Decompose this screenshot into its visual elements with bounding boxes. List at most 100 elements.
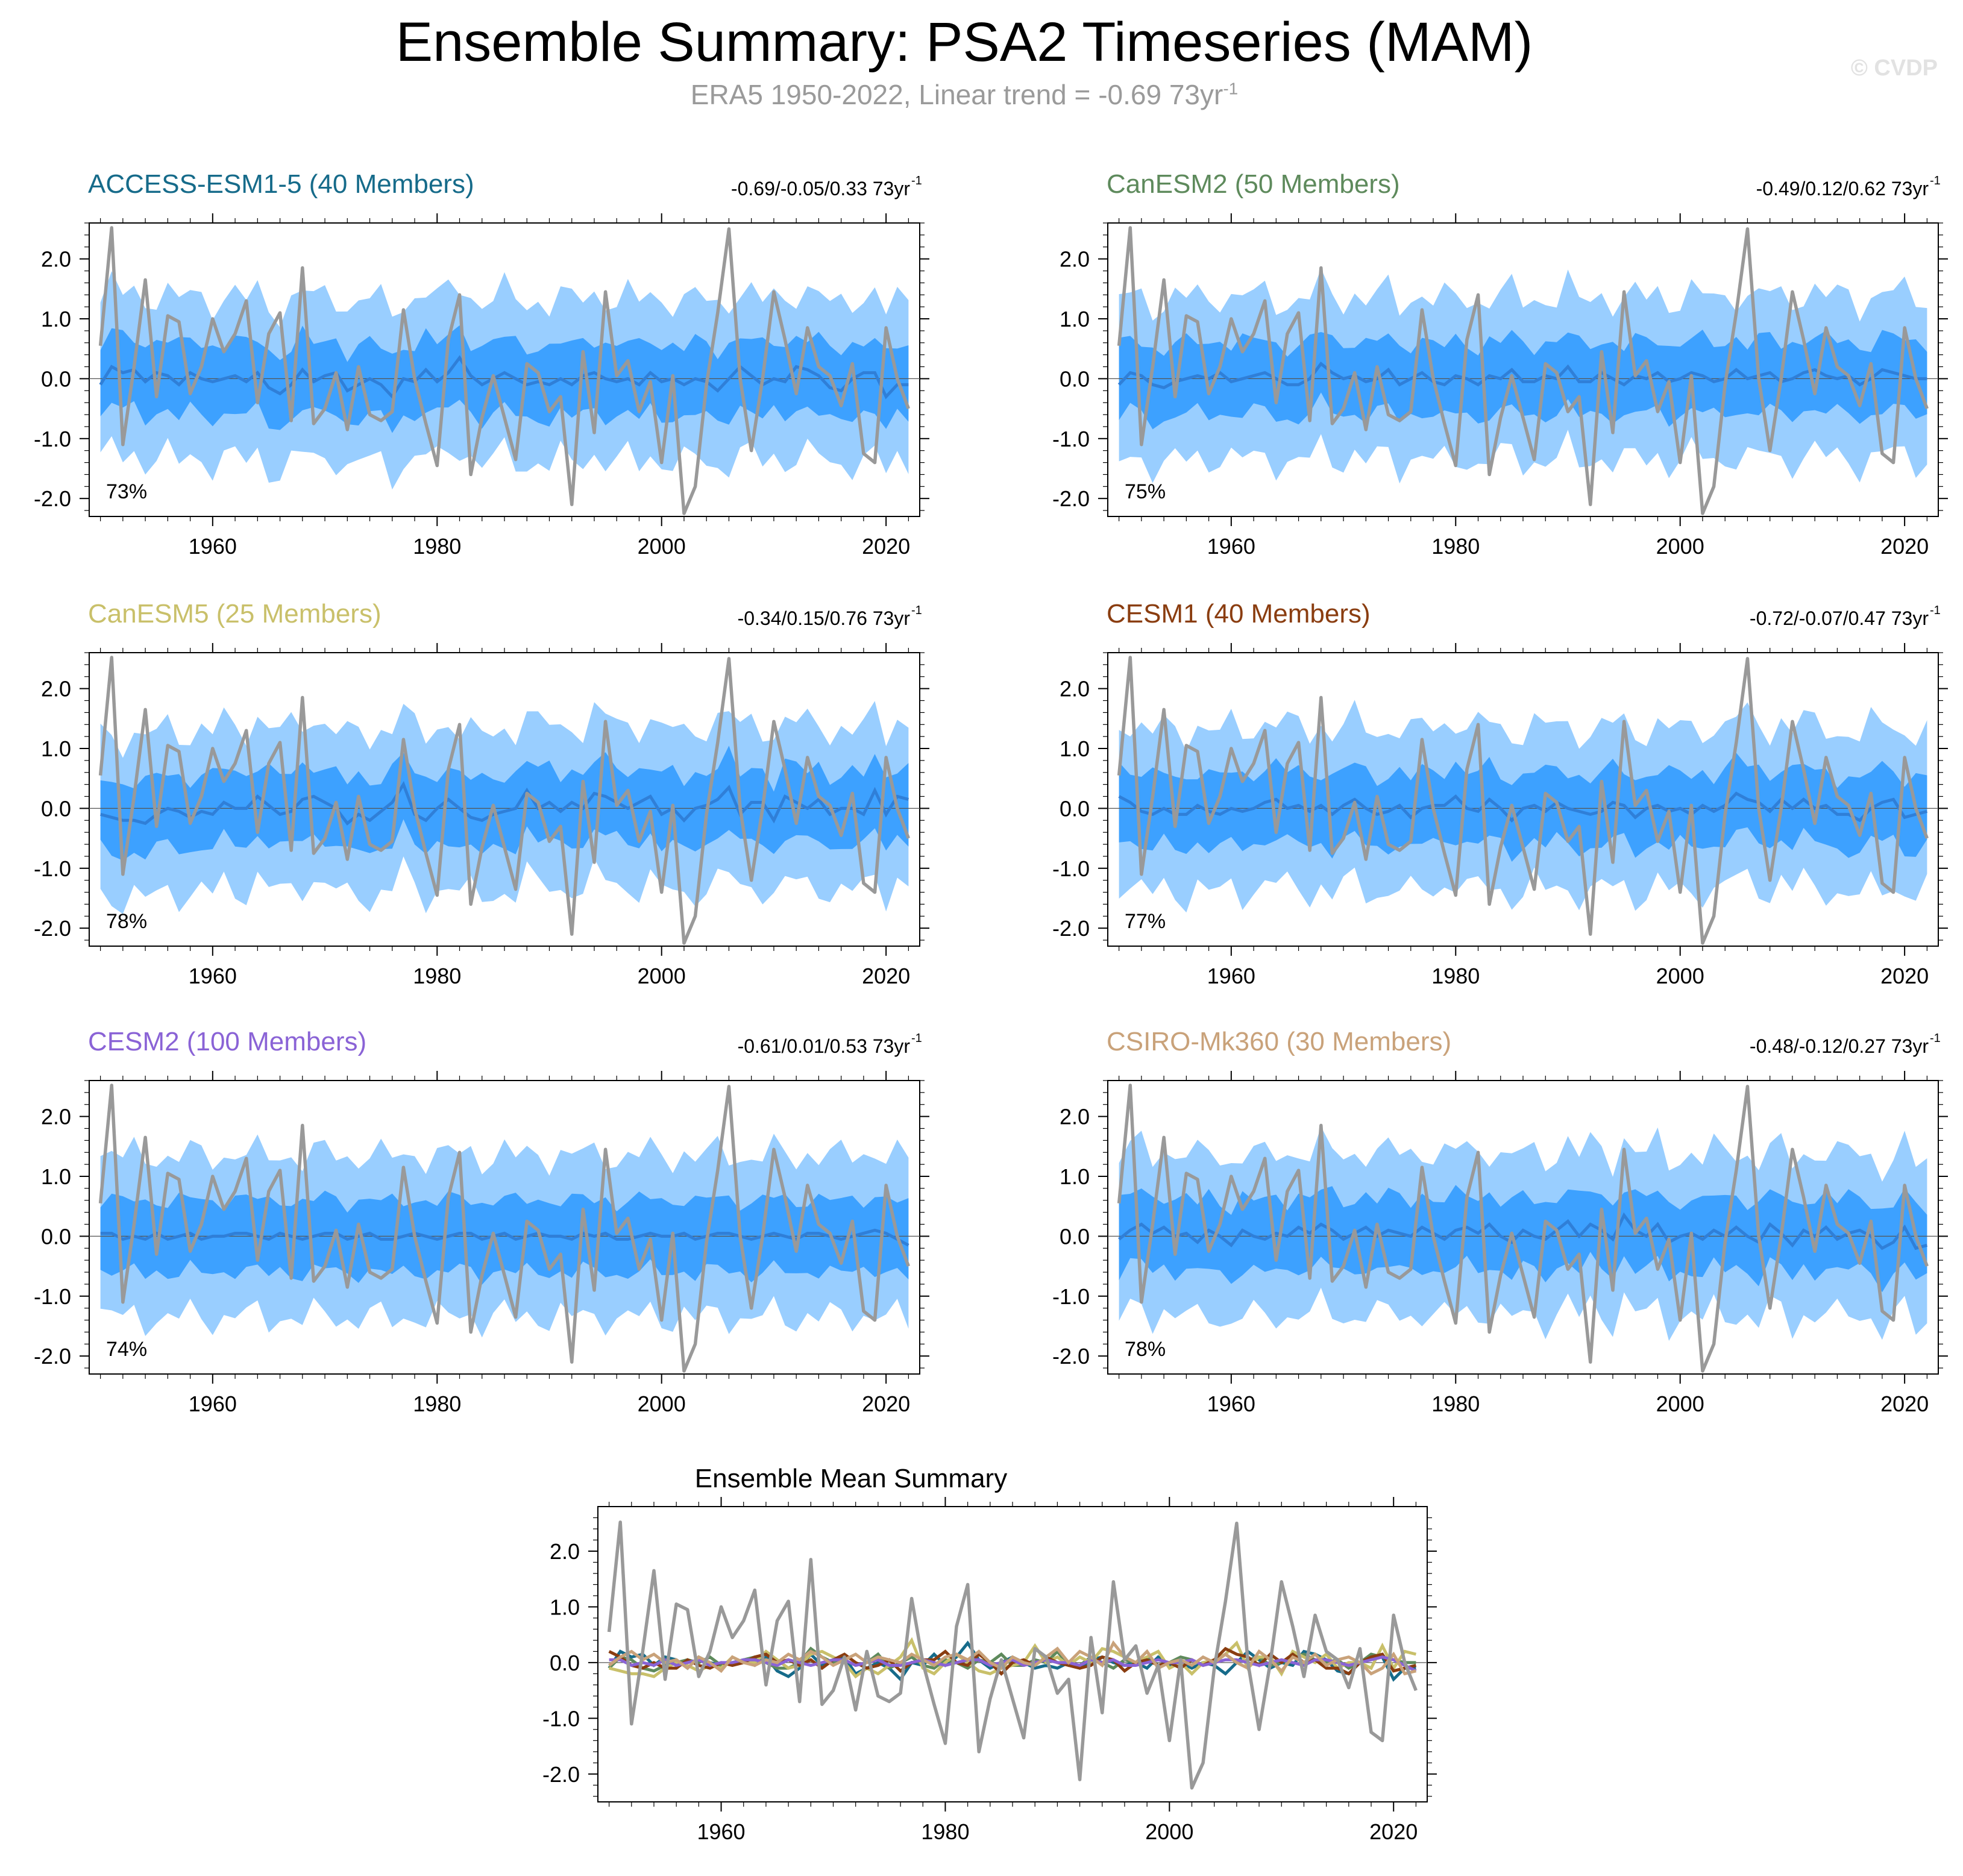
x-tick-label: 1960: [1207, 1391, 1255, 1416]
x-tick-label: 2020: [862, 964, 910, 988]
y-tick-label: 0.0: [550, 1651, 580, 1675]
trend-range-sup: -1: [1930, 174, 1941, 187]
y-tick-label: -1.0: [1052, 427, 1090, 451]
x-tick-label: 2020: [1880, 534, 1929, 559]
obs-line: [1117, 656, 1929, 945]
plot-frame: [597, 1506, 1428, 1802]
panel-5: 2.0 1.0 0.0 -1.0 -2.0 1960 1980 2000 2020 CSIRO-M…: [1052, 1027, 1948, 1416]
trend-range-label: -0.61/0.01/0.53 73yr: [738, 1035, 911, 1057]
y-tick-label: 0.0: [1060, 366, 1090, 391]
ensemble-mean-line: [100, 1228, 909, 1247]
y-tick-label: -2.0: [34, 486, 71, 511]
percent-label: 77%: [1125, 910, 1166, 933]
panel-title: CanESM2 (50 Members): [1107, 169, 1400, 199]
panel-title: CESM1 (40 Members): [1107, 599, 1371, 629]
x-tick-label: 1980: [1431, 534, 1480, 559]
y-tick-label: -2.0: [1052, 486, 1090, 511]
obs-line: [1117, 226, 1929, 515]
panel-4: 2.0 1.0 0.0 -1.0 -2.0 1960 1980 2000 2020 CESM2 (…: [34, 1027, 929, 1416]
y-tick-label: 2.0: [1060, 677, 1090, 701]
y-tick-label: -1.0: [1052, 856, 1090, 881]
y-tick-label: 2.0: [1060, 247, 1090, 272]
ensemble-mean-line: [99, 781, 909, 826]
inner-spread-band: [100, 745, 909, 861]
x-tick-label: 2000: [1145, 1819, 1193, 1844]
panel-title: CanESM5 (25 Members): [88, 599, 382, 629]
x-tick-label: 1960: [697, 1819, 745, 1844]
y-tick-label: 0.0: [41, 1224, 71, 1249]
x-tick-label: 2000: [1656, 1391, 1704, 1416]
x-tick-label: 2000: [1656, 534, 1704, 559]
y-tick-label: 0.0: [1060, 1224, 1090, 1249]
x-tick-label: 1960: [189, 534, 237, 559]
y-tick-label: -1.0: [34, 427, 71, 451]
percent-label: 73%: [106, 480, 147, 503]
trend-range-sup: -1: [911, 1032, 922, 1045]
y-tick-label: 1.0: [41, 1164, 71, 1189]
x-tick-label: 2000: [638, 1391, 686, 1416]
panel-0: 2.0 1.0 0.0 -1.0 -2.0 1960 1980 2000 2020 ACCESS-…: [34, 169, 929, 559]
y-tick-label: 1.0: [1060, 736, 1090, 761]
obs-line: [98, 226, 910, 515]
x-tick-label: 1960: [1207, 964, 1255, 988]
x-tick-label: 1980: [413, 1391, 461, 1416]
watermark: © CVDP: [1850, 55, 1938, 81]
inner-spread-band: [1119, 330, 1927, 430]
trend-range-label: -0.34/0.15/0.76 73yr: [738, 607, 911, 629]
x-tick-label: 2000: [638, 964, 686, 988]
model-mean-line-4: [609, 1655, 1417, 1672]
trend-range-sup: -1: [911, 174, 922, 187]
ensemble-mean-line: [99, 355, 909, 400]
obs-line: [607, 1520, 1418, 1790]
page-title: Ensemble Summary: PSA2 Timeseries (MAM): [395, 11, 1533, 73]
panel-2: 2.0 1.0 0.0 -1.0 -2.0 1960 1980 2000 2020 CanESM5…: [34, 599, 929, 988]
x-tick-label: 2020: [862, 1391, 910, 1416]
percent-label: 74%: [106, 1338, 147, 1361]
ensemble-mean-line: [1118, 791, 1928, 823]
inner-spread-band: [100, 1190, 909, 1285]
percent-label: 75%: [1125, 480, 1166, 503]
y-tick-label: -1.0: [1052, 1284, 1090, 1309]
obs-line: [1117, 1084, 1929, 1373]
y-tick-label: 2.0: [41, 677, 71, 701]
obs-line: [98, 1084, 910, 1373]
panel-6: 2.0 1.0 0.0 -1.0 -2.0 1960 1980 2000 2020 Ensembl…: [542, 1464, 1437, 1844]
x-tick-label: 1980: [413, 534, 461, 559]
percent-label: 78%: [106, 910, 147, 933]
panel-title: Ensemble Mean Summary: [695, 1464, 1007, 1493]
y-tick-label: 2.0: [41, 247, 71, 272]
x-tick-label: 1960: [189, 1391, 237, 1416]
x-tick-label: 2020: [1369, 1819, 1418, 1844]
x-tick-label: 1980: [921, 1819, 969, 1844]
x-tick-label: 1980: [1431, 1391, 1480, 1416]
x-tick-label: 1960: [1207, 534, 1255, 559]
x-tick-label: 1960: [189, 964, 237, 988]
y-tick-label: 0.0: [41, 796, 71, 821]
y-tick-label: -2.0: [34, 916, 71, 941]
trend-range-sup: -1: [911, 604, 922, 617]
y-tick-label: 1.0: [41, 307, 71, 331]
panel-title: CSIRO-Mk360 (30 Members): [1107, 1027, 1451, 1056]
panel-3: 2.0 1.0 0.0 -1.0 -2.0 1960 1980 2000 2020 CESM1 (…: [1052, 599, 1948, 988]
x-tick-label: 2020: [1880, 1391, 1929, 1416]
subtitle-superscript: -1: [1223, 79, 1239, 98]
obs-line: [98, 656, 910, 945]
y-tick-label: 1.0: [41, 736, 71, 761]
y-tick-label: 2.0: [41, 1105, 71, 1129]
trend-range-label: -0.72/-0.07/0.47 73yr: [1750, 607, 1929, 629]
panel-1: 2.0 1.0 0.0 -1.0 -2.0 1960 1980 2000 2020 CanESM2…: [1052, 169, 1948, 559]
trend-range-sup: -1: [1930, 604, 1941, 617]
y-tick-label: 1.0: [1060, 1164, 1090, 1189]
y-tick-label: 0.0: [41, 366, 71, 391]
x-tick-label: 2000: [638, 534, 686, 559]
y-tick-label: 2.0: [550, 1539, 580, 1564]
y-tick-label: -2.0: [1052, 916, 1090, 941]
x-tick-label: 2000: [1656, 964, 1704, 988]
trend-range-label: -0.49/0.12/0.62 73yr: [1756, 178, 1929, 199]
ensemble-mean-line: [1117, 361, 1927, 389]
y-tick-label: -1.0: [542, 1706, 580, 1731]
x-tick-label: 1980: [413, 964, 461, 988]
y-tick-label: 0.0: [1060, 796, 1090, 821]
y-tick-label: -1.0: [34, 856, 71, 881]
